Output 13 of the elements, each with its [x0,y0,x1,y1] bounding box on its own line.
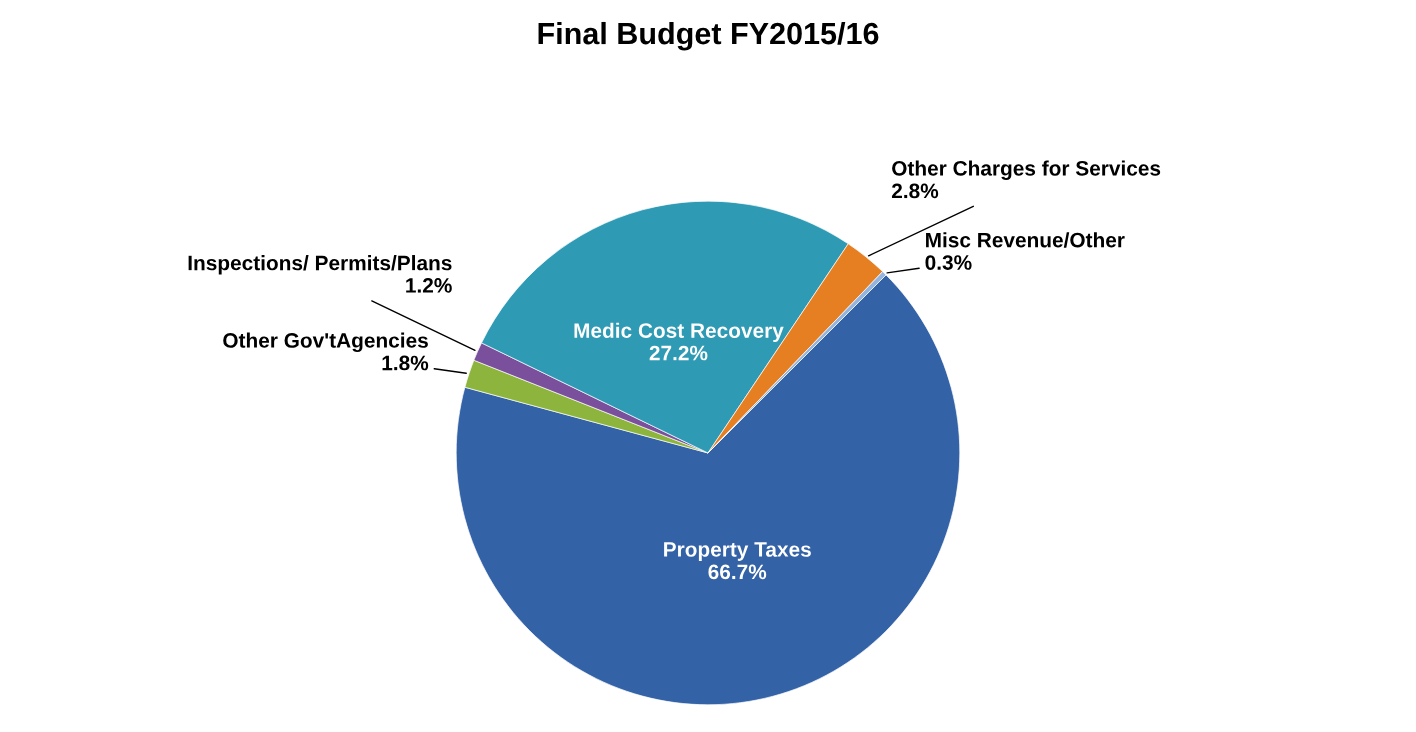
slice-label: Misc Revenue/Other [926,232,1125,248]
data-label: 1.8% [382,355,429,371]
chart-title: Final Budget FY2015/16 [538,21,879,51]
data-label: 66.7% [708,564,767,580]
data-label: 27.2% [649,345,708,361]
data-label: 1.2% [406,278,452,293]
slice-label: Property Taxes [664,542,811,561]
slice-label: Medic Cost Recovery [574,322,784,343]
slice-label: Other Charges for Services [892,160,1161,180]
data-label: 2.8% [891,183,939,199]
slice-label: Other Gov'tAgencies [223,332,428,353]
data-label: 0.3% [925,255,972,270]
slice-label: Inspections/ Permits/Plans [188,255,452,275]
